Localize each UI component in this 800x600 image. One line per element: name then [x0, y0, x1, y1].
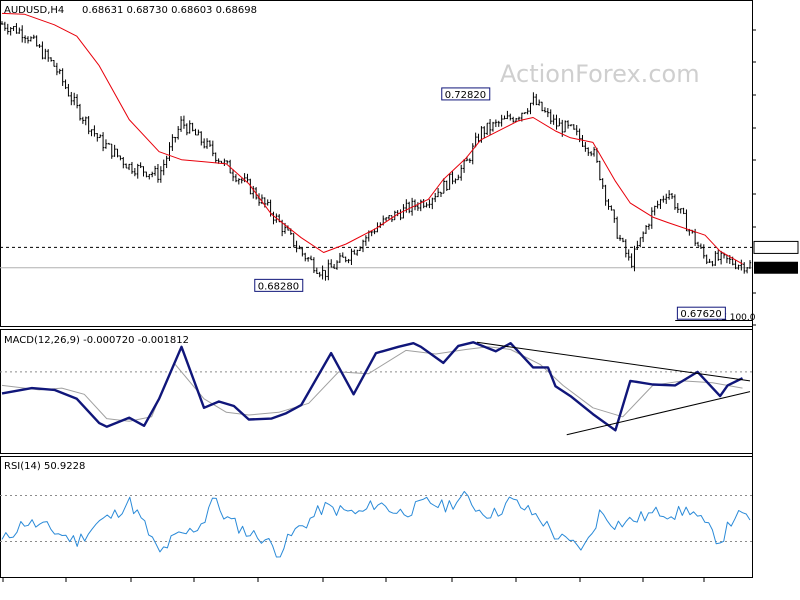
fib-label: FE 100.0: [716, 313, 756, 323]
price-title: AUDUSD,H4: [4, 5, 64, 16]
rsi-title: RSI(14) 50.9228: [4, 461, 85, 472]
ohlc-readout: 0.68631 0.68730 0.68603 0.68698: [82, 5, 257, 16]
axis-layer: [2, 29, 799, 582]
price-pane: [0, 0, 753, 327]
macd-layer: [0, 341, 752, 436]
rsi-pane: [0, 456, 753, 578]
annotation-0.67620: 0.67620: [680, 309, 721, 320]
macd-signal-line: [1, 346, 743, 422]
price-layer: 0.72820 0.68280 0.67620: [0, 12, 752, 321]
macd-line: [1, 341, 744, 432]
macd-pane: [0, 329, 753, 454]
level-price-tag: [753, 240, 799, 254]
rsi-line: [1, 490, 751, 558]
macd-trendline-1: [476, 341, 751, 382]
current-price-tag: [754, 261, 798, 274]
annotation-0.72820: 0.72820: [445, 90, 486, 101]
macd-title: MACD(12,26,9) -0.000720 -0.001812: [4, 335, 189, 346]
rsi-layer: [0, 490, 752, 558]
annotation-box: [441, 87, 491, 101]
annotation-0.68280: 0.68280: [258, 281, 299, 292]
annotation-box: [254, 278, 304, 292]
annotation-box: [676, 306, 726, 320]
watermark: ActionForex.com: [500, 60, 700, 88]
macd-trendline-2: [566, 391, 751, 436]
moving-average-line: [1, 12, 743, 265]
